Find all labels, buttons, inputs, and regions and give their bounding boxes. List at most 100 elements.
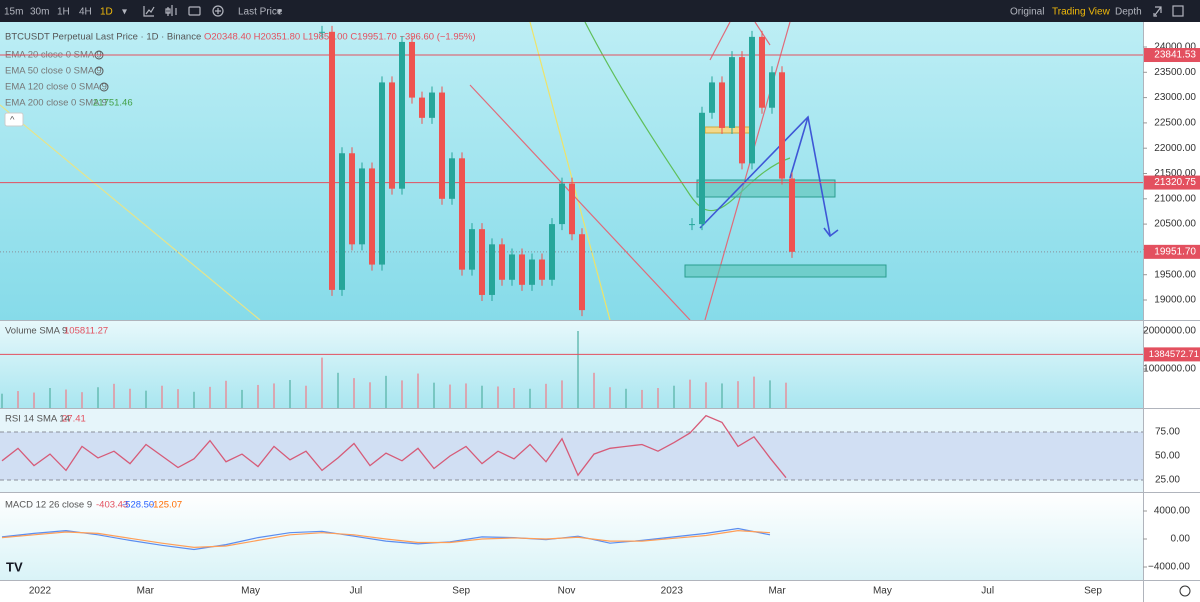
interval-button[interactable]: 30m (30, 7, 49, 18)
volume-bar (337, 372, 339, 408)
settings-icon[interactable] (1172, 5, 1184, 17)
candle (519, 254, 525, 285)
volume-bar (17, 391, 19, 408)
candle (409, 41, 415, 98)
price-tick-label: 23500.00 (1154, 67, 1196, 78)
volume-bar (257, 384, 259, 408)
price-tick-label: 20500.00 (1154, 219, 1196, 230)
price-tick-label: 19500.00 (1154, 269, 1196, 280)
price-type[interactable]: Last Price (238, 7, 283, 18)
chart-type-icon[interactable] (143, 6, 155, 17)
zone-box (696, 179, 836, 198)
candle (429, 92, 435, 118)
volume-bar (369, 382, 371, 408)
indicator-label: EMA 200 close 0 SMA 9 (5, 98, 107, 109)
candle (739, 57, 745, 164)
volume-bar (481, 385, 483, 408)
volume-bar (689, 379, 691, 408)
indicator-value: 21751.46 (93, 98, 133, 109)
candle (789, 178, 795, 252)
volume-bar (353, 378, 355, 408)
volume-pane (0, 321, 1143, 408)
plus-icon[interactable] (212, 5, 224, 17)
interval-button[interactable]: 15m (4, 7, 23, 18)
interval-dropdown[interactable]: ▾ (122, 7, 127, 18)
indicator-label: EMA 120 close 0 SMA 9 (5, 82, 107, 93)
price-pane (0, 22, 1143, 320)
volume-bar (593, 372, 595, 408)
visibility-icon[interactable] (99, 82, 109, 92)
price-tick-label: 24000.00 (1154, 42, 1196, 53)
rsi-tick-label: 50.00 (1155, 451, 1180, 462)
interval-button[interactable]: 4H (79, 7, 92, 18)
camera-icon[interactable] (188, 6, 201, 16)
last-price-tag (1144, 244, 1200, 259)
time-label: 2022 (29, 586, 52, 597)
level-tag (1144, 175, 1200, 190)
rsi-line (1, 414, 787, 479)
volume-title: Volume SMA 9 (5, 326, 67, 337)
price-tick-label: 21500.00 (1154, 168, 1196, 179)
last-price-label: 19951.70 (1154, 246, 1196, 257)
candle (509, 254, 515, 280)
candle (439, 92, 445, 199)
candle (779, 72, 785, 179)
candle (469, 229, 475, 270)
visibility-icon[interactable] (94, 66, 104, 76)
time-label: 2023 (661, 586, 684, 597)
volume-bar (193, 391, 195, 408)
candle (559, 183, 565, 225)
expand-icon[interactable] (1153, 6, 1162, 17)
volume-bar (49, 388, 51, 408)
volume-sma: 105811.27 (64, 326, 108, 337)
price-type-arrow: ▾ (277, 7, 282, 18)
volume-bar (513, 388, 515, 408)
price-series (0, 25, 1143, 317)
rsi-band (0, 432, 1143, 480)
candle (359, 168, 365, 245)
view-button[interactable]: Depth (1115, 7, 1142, 18)
candle (729, 57, 735, 128)
volume-tick-label: 1000000.00 (1143, 364, 1196, 375)
view-button[interactable]: Trading View (1052, 7, 1111, 18)
time-label: Sep (1084, 586, 1102, 597)
candle (449, 158, 455, 199)
volume-bar (433, 382, 435, 408)
volume-bar (177, 389, 179, 408)
time-label: May (241, 586, 260, 597)
settings-button[interactable] (1179, 585, 1191, 597)
price-tick-label: 21000.00 (1154, 193, 1196, 204)
indicator-label: EMA 50 close 0 SMA 9 (5, 66, 102, 77)
trend-line (0, 104, 261, 320)
candle (759, 36, 765, 108)
time-label: Nov (558, 586, 576, 597)
interval-button[interactable]: 1H (57, 7, 70, 18)
rsi-value: 27.41 (62, 414, 86, 425)
volume-bar (1, 393, 3, 408)
candle (419, 97, 425, 118)
volume-bar (321, 357, 323, 408)
view-button[interactable]: Original (1010, 7, 1044, 18)
collapse-button[interactable] (4, 112, 24, 127)
candle (489, 244, 495, 295)
macd-title: MACD 12 26 close 9 (5, 500, 92, 511)
volume-tick-label: 2000000.00 (1143, 326, 1196, 337)
candle (339, 153, 345, 290)
view-group: Original Trading View Depth (1010, 7, 1142, 18)
candle (689, 224, 695, 226)
price-tick-label: 23000.00 (1154, 92, 1196, 103)
trend-line (469, 84, 691, 320)
interval-button[interactable]: 1D (100, 7, 113, 18)
macd-hist: -403.43 (96, 500, 128, 511)
volume-bar (609, 387, 611, 408)
price-tick-label: 19000.00 (1154, 295, 1196, 306)
candles-icon[interactable] (165, 5, 177, 16)
candle (389, 82, 395, 189)
plus-sign (215, 8, 221, 14)
arrow-head (823, 227, 839, 238)
volume-bar (529, 388, 531, 408)
toolbar-icons (143, 5, 224, 17)
candle (719, 82, 725, 128)
volume-bar (657, 388, 659, 408)
candle (569, 183, 575, 235)
